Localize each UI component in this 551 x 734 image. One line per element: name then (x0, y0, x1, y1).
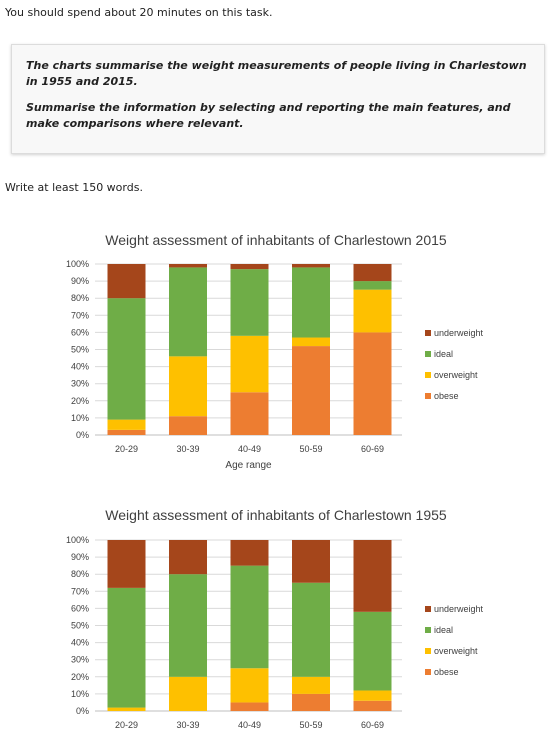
y-tick-label: 80% (71, 569, 89, 579)
y-tick-label: 60% (71, 327, 89, 337)
y-tick-label: 60% (71, 603, 89, 613)
legend-label-underweight: underweight (434, 328, 484, 338)
legend-label-obese: obese (434, 667, 459, 677)
bar-segment-underweight (107, 540, 146, 588)
chart-title: Weight assessment of inhabitants of Char… (105, 232, 447, 248)
y-tick-label: 70% (71, 310, 89, 320)
bar-segment-overweight (353, 690, 392, 701)
y-tick-label: 10% (71, 689, 89, 699)
bar-segment-obese (353, 700, 392, 711)
bar-segment-underweight (169, 264, 207, 268)
bar-segment-obese (169, 416, 207, 435)
bar-segment-overweight (230, 668, 269, 703)
bar-segment-underweight (353, 264, 392, 282)
y-tick-label: 0% (76, 706, 89, 716)
bar-segment-underweight (292, 540, 330, 583)
bar-segment-overweight (230, 335, 269, 393)
chart-2015-svg: Weight assessment of inhabitants of Char… (66, 232, 484, 471)
x-tick-label: 60-69 (361, 720, 384, 730)
chart-1955: Weight assessment of inhabitants of Char… (0, 500, 551, 734)
chart-2015: Weight assessment of inhabitants of Char… (0, 222, 551, 472)
y-tick-label: 0% (76, 430, 89, 440)
x-tick-label: 40-49 (238, 444, 261, 454)
bar-segment-overweight (292, 337, 330, 347)
legend-swatch-ideal (425, 351, 431, 357)
word-count-instruction: Write at least 150 words. (5, 181, 143, 194)
legend-label-underweight: underweight (434, 604, 484, 614)
y-tick-label: 30% (71, 379, 89, 389)
legend-swatch-obese (425, 393, 431, 399)
bar-segment-ideal (353, 281, 392, 290)
bar-segment-overweight (169, 676, 207, 711)
bar-segment-overweight (292, 676, 330, 694)
bar-segment-overweight (353, 289, 392, 333)
bar-segment-ideal (230, 565, 269, 669)
bar-segment-ideal (169, 574, 207, 677)
bar-segment-underweight (107, 264, 146, 299)
bar-segment-ideal (292, 582, 330, 677)
bar-segment-ideal (230, 269, 269, 336)
y-tick-label: 70% (71, 586, 89, 596)
y-tick-label: 50% (71, 345, 89, 355)
y-tick-label: 20% (71, 672, 89, 682)
bar-segment-underweight (292, 264, 330, 268)
y-tick-label: 100% (66, 535, 89, 545)
bar-segment-obese (353, 332, 392, 435)
y-tick-label: 30% (71, 655, 89, 665)
x-tick-label: 30-39 (176, 444, 199, 454)
legend-label-ideal: ideal (434, 349, 453, 359)
bar-segment-underweight (230, 540, 269, 566)
legend-swatch-ideal (425, 627, 431, 633)
legend-swatch-overweight (425, 648, 431, 654)
bar-segment-obese (292, 693, 330, 711)
x-tick-label: 20-29 (115, 720, 138, 730)
chart-title: Weight assessment of inhabitants of Char… (105, 507, 447, 523)
legend-swatch-underweight (425, 330, 431, 336)
y-tick-label: 100% (66, 259, 89, 269)
bar-segment-obese (292, 346, 330, 435)
y-tick-label: 40% (71, 638, 89, 648)
bar-segment-ideal (107, 298, 146, 420)
bar-segment-ideal (107, 587, 146, 708)
bar-segment-underweight (169, 540, 207, 575)
task-description: The charts summarise the weight measurem… (26, 59, 527, 88)
bar-segment-obese (107, 429, 146, 435)
legend-label-ideal: ideal (434, 625, 453, 635)
bar-segment-ideal (292, 267, 330, 338)
legend-swatch-obese (425, 669, 431, 675)
y-tick-label: 20% (71, 396, 89, 406)
chart-1955-svg: Weight assessment of inhabitants of Char… (66, 507, 484, 730)
bar-segment-ideal (353, 611, 392, 691)
bar-segment-ideal (169, 267, 207, 357)
y-tick-label: 40% (71, 362, 89, 372)
bar-segment-underweight (353, 540, 392, 612)
x-tick-label: 50-59 (299, 444, 322, 454)
x-axis-label: Age range (225, 460, 272, 471)
legend-swatch-underweight (425, 606, 431, 612)
x-tick-label: 60-69 (361, 444, 384, 454)
y-tick-label: 90% (71, 552, 89, 562)
bar-segment-overweight (107, 707, 146, 711)
legend-label-obese: obese (434, 391, 459, 401)
legend-label-overweight: overweight (434, 370, 478, 380)
bar-segment-underweight (230, 264, 269, 270)
y-tick-label: 50% (71, 621, 89, 631)
y-tick-label: 80% (71, 293, 89, 303)
legend-swatch-overweight (425, 372, 431, 378)
y-tick-label: 90% (71, 276, 89, 286)
x-tick-label: 50-59 (299, 720, 322, 730)
bar-segment-overweight (169, 356, 207, 417)
y-tick-label: 10% (71, 413, 89, 423)
bar-segment-obese (230, 392, 269, 435)
task-instruction: Summarise the information by selecting a… (26, 101, 511, 130)
x-tick-label: 40-49 (238, 720, 261, 730)
bar-segment-overweight (107, 419, 146, 430)
time-instruction: You should spend about 20 minutes on thi… (5, 6, 273, 19)
task-prompt-box: The charts summarise the weight measurem… (11, 44, 545, 154)
x-tick-label: 30-39 (176, 720, 199, 730)
bar-segment-obese (230, 702, 269, 711)
legend-label-overweight: overweight (434, 646, 478, 656)
x-tick-label: 20-29 (115, 444, 138, 454)
